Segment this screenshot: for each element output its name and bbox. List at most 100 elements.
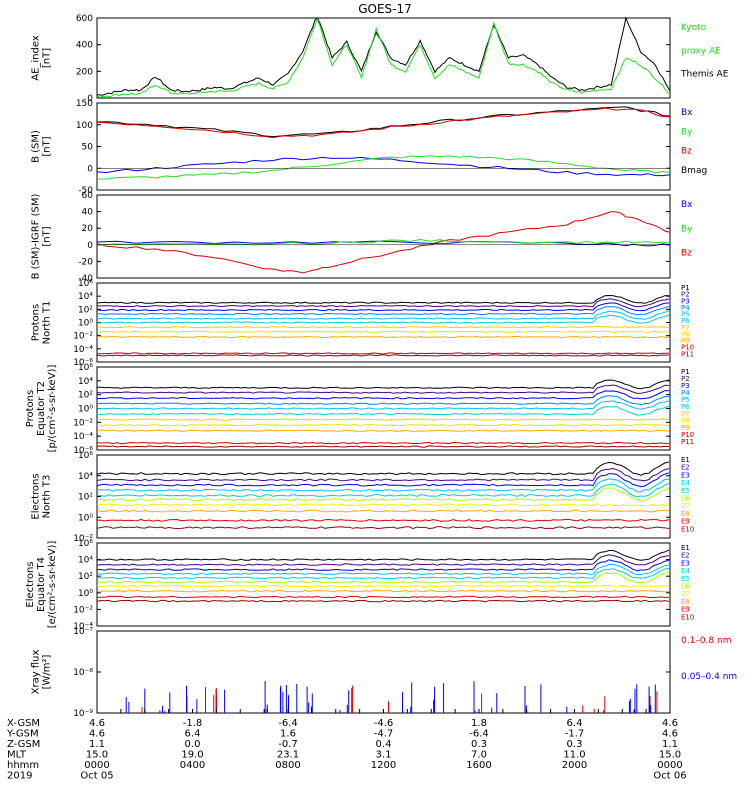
y-tick-label: 10⁶ <box>78 363 93 373</box>
x-row-value: 0.3 <box>471 739 487 750</box>
x-row-label: Y-GSM <box>6 729 39 740</box>
x-row-value: 0.3 <box>567 739 583 750</box>
legend-entry: E3 <box>681 559 690 567</box>
legend-entry: P4 <box>681 304 690 312</box>
legend-entry: Bx <box>681 108 693 118</box>
y-tick-label: 40 <box>82 208 94 218</box>
x-row-value: 1.6 <box>280 729 296 740</box>
y-tick-label: 100 <box>76 121 93 131</box>
y-tick-label: 10⁰ <box>78 589 93 599</box>
channel-line <box>96 478 670 493</box>
legend-entry: E9 <box>681 606 690 614</box>
y-tick-label: 10⁻⁷ <box>73 627 93 637</box>
y-axis-label: [p/(cm²-s-sr-keV)] <box>47 365 58 453</box>
x-row-value: Oct 05 <box>80 771 113 782</box>
y-axis-label: Equator T2 <box>36 381 47 436</box>
legend-entry: E8 <box>681 598 690 606</box>
x-row-value: 0400 <box>180 760 205 771</box>
channel-line <box>96 445 670 448</box>
channel-line <box>96 400 670 410</box>
channel-line <box>96 509 670 513</box>
panel-1: AE_index [nT] 0 200 400 600 Kyoto proxy AE Themi… <box>31 14 729 104</box>
y-tick-label: 10⁻² <box>73 332 93 342</box>
y-tick-label: 10⁴ <box>78 292 93 302</box>
legend-entry: E2 <box>681 464 690 472</box>
x-row-value: -4.6 <box>374 718 394 729</box>
y-tick-label: 10⁶ <box>78 451 93 461</box>
x-row-value: 1600 <box>466 760 491 771</box>
x-row-value: 2000 <box>562 760 587 771</box>
y-axis-label: Equator T4 <box>36 557 47 612</box>
y-tick-label: 0 <box>87 241 93 251</box>
x-row-label: 2019 <box>7 771 32 782</box>
channel-line <box>97 352 670 355</box>
x-row-value: 0800 <box>275 760 300 771</box>
channel-line <box>96 526 670 530</box>
x-row-value: 6.4 <box>185 729 201 740</box>
x-row-label: X-GSM <box>7 718 40 729</box>
y-tick-label: 10⁻⁶ <box>73 358 93 368</box>
y-tick-label: 600 <box>76 14 93 24</box>
y-tick-label: 10⁴ <box>78 377 93 387</box>
legend-entry: E1 <box>681 544 690 552</box>
y-axis-label: North T1 <box>42 301 53 345</box>
legend-entry: E7 <box>681 502 690 510</box>
y-tick-label: 0 <box>87 94 93 104</box>
y-tick-label: 10⁴ <box>78 556 93 566</box>
x-row-value: 15.0 <box>86 750 108 761</box>
legend-entry: P2 <box>681 291 690 299</box>
series-line <box>96 16 671 96</box>
y-axis-label: Electrons <box>31 473 42 519</box>
legend-entry: 0.05–0.4 nm <box>681 672 737 682</box>
legend-entry: E3 <box>681 471 690 479</box>
y-axis-label: [nT] <box>42 136 53 156</box>
panel-8: Xray flux [W/m²] 10⁻⁹ 10⁻⁸ 10⁻⁷ 0.1–0.8 nm 0.0… <box>31 627 738 719</box>
panel-frame <box>96 630 671 714</box>
y-tick-label: 60 <box>82 191 94 201</box>
channel-line <box>96 330 670 333</box>
channel-line <box>96 503 670 507</box>
panel-3: B (SM)-IGRF (SM) [nT] -40 -20 0 20 40 60 Bx By Bz <box>31 191 694 284</box>
y-axis-label: B (SM)-IGRF (SM) <box>31 194 42 280</box>
x-row-value: 1.1 <box>662 739 678 750</box>
legend-entry: P1 <box>681 368 690 376</box>
x-row-value: 4.6 <box>662 729 678 740</box>
legend-entry: P5 <box>681 311 690 319</box>
x-row-value: 4.6 <box>662 718 678 729</box>
y-tick-label: 10⁻² <box>73 605 93 615</box>
legend-entry: E10 <box>681 613 694 621</box>
y-tick-label: 10⁰ <box>78 405 93 415</box>
panel-7: Electrons Equator T4 [e/(cm²-s-sr-keV)] 10⁻… <box>25 539 694 632</box>
channel-line <box>96 584 670 588</box>
y-tick-label: 20 <box>82 224 94 234</box>
channel-line <box>96 423 670 427</box>
y-axis-label: [W/m²] <box>42 654 53 689</box>
channel-line <box>96 599 670 603</box>
legend-entry: P1 <box>681 284 690 292</box>
legend-entry: P3 <box>681 382 690 390</box>
y-tick-label: 10⁻⁴ <box>73 432 93 442</box>
x-row-value: 19.0 <box>181 750 203 761</box>
channel-line <box>96 563 670 576</box>
legend-entry: E2 <box>681 552 690 560</box>
legend-entry: P8 <box>681 330 690 338</box>
legend-entry: E1 <box>681 456 690 464</box>
channel-line <box>96 595 670 599</box>
y-tick-label: 10⁰ <box>78 319 93 329</box>
x-row-value: 0000 <box>84 760 109 771</box>
series-line <box>96 238 671 246</box>
series-line <box>96 155 671 180</box>
x-row-value: -1.8 <box>183 718 203 729</box>
x-row-value: 11.0 <box>563 750 585 761</box>
y-axis-label: [nT] <box>42 48 53 68</box>
x-row-value: 1.1 <box>89 739 105 750</box>
channel-line <box>96 294 670 304</box>
legend-entry: E8 <box>681 510 690 518</box>
channel-line <box>97 379 670 390</box>
channel-line <box>96 554 670 566</box>
y-tick-label: 10⁻⁶ <box>73 446 93 456</box>
y-axis-label: Protons <box>25 390 36 427</box>
legend-entry: Themis AE <box>680 70 729 80</box>
